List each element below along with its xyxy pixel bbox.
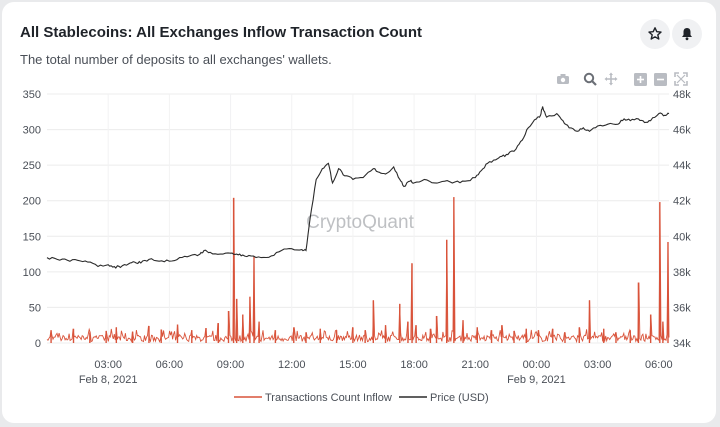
camera-icon[interactable] [555,71,571,87]
legend-item-inflow[interactable]: Transactions Count Inflow [265,392,392,404]
bell-icon [682,28,692,41]
legend: Transactions Count Inflow Price (USD) [234,392,489,404]
y-right-tick-label: 46k [673,125,691,137]
x-date-label: Feb 8, 2021 [79,374,138,386]
zoom-in-icon[interactable] [632,71,648,87]
star-icon [648,27,662,40]
x-date-label: Feb 9, 2021 [507,374,566,386]
y-left-tick-label: 300 [23,125,41,137]
y-left-tick-label: 150 [23,231,41,243]
notification-button[interactable] [672,19,702,49]
y-left-tick-label: 100 [23,267,41,279]
chart-title: All Stablecoins: All Exchanges Inflow Tr… [20,24,423,41]
watermark-text: CryptoQuant [306,212,414,233]
y-right-tick-label: 34k [673,338,691,350]
y-left-tick-label: 350 [23,89,41,101]
x-tick-label: 12:00 [278,359,306,371]
favorite-button[interactable] [640,19,670,49]
y-right-tick-label: 38k [673,267,691,279]
y-right-tick-label: 40k [673,231,691,243]
x-tick-label: 06:00 [645,359,673,371]
autoscale-icon[interactable] [673,71,689,87]
y-left-tick-label: 250 [23,160,41,172]
chart-svg: CryptoQuant 0 50 100 150 200 250 300 350 34k 36k 3… [23,89,692,404]
x-tick-label: 00:00 [523,359,551,371]
x-tick-label: 09:00 [217,359,245,371]
x-tick-label: 03:00 [94,359,122,371]
x-tick-label: 18:00 [400,359,428,371]
zoom-out-icon[interactable] [652,71,668,87]
chart-card: All Stablecoins: All Exchanges Inflow Tr… [2,2,716,423]
y-left-tick-label: 200 [23,196,41,208]
y-right-tick-label: 48k [673,89,691,101]
x-tick-label: 15:00 [339,359,367,371]
y-right-tick-label: 42k [673,196,691,208]
y-left-tick-label: 0 [35,338,41,350]
y-right-tick-label: 36k [673,302,691,314]
x-tick-label: 21:00 [461,359,489,371]
zoom-icon[interactable] [582,71,598,87]
x-tick-label: 06:00 [156,359,184,371]
pan-icon[interactable] [603,71,619,87]
y-left-tick-label: 50 [29,302,41,314]
x-tick-label: 03:00 [584,359,612,371]
y-right-tick-label: 44k [673,160,691,172]
legend-item-price[interactable]: Price (USD) [430,392,489,404]
chart-subtitle: The total number of deposits to all exch… [20,52,332,67]
price-series-line [46,106,670,269]
